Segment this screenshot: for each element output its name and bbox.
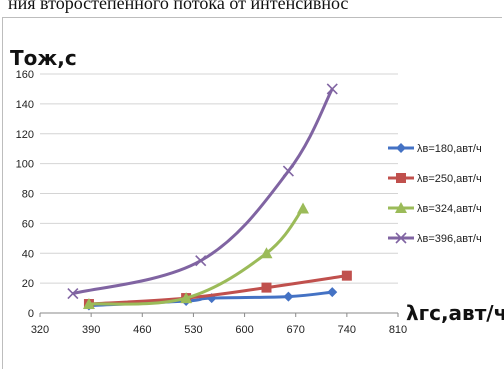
y-tick-label: 140 xyxy=(16,99,34,111)
y-tick-label: 160 xyxy=(16,69,34,81)
data-point xyxy=(260,247,273,259)
legend-label: λв=324,авт/ч xyxy=(417,203,482,215)
marker-stroke xyxy=(395,232,407,244)
data-point xyxy=(261,282,272,293)
legend-label: λв=180,авт/ч xyxy=(417,143,482,155)
x-tick-label: 390 xyxy=(82,324,100,336)
data-point xyxy=(297,202,310,214)
legend-marker xyxy=(395,232,407,244)
data-point xyxy=(82,298,95,310)
x-tick-label: 600 xyxy=(235,324,253,336)
marker-stroke xyxy=(195,255,207,267)
x-tick-label: 530 xyxy=(184,324,202,336)
marker-stroke xyxy=(282,165,294,177)
y-tick-label: 20 xyxy=(22,278,34,290)
series-line-4 xyxy=(72,88,334,296)
data-point xyxy=(283,291,294,302)
series-layer xyxy=(67,83,352,311)
grid-layer xyxy=(40,73,398,314)
marker-stroke xyxy=(67,288,79,300)
y-tick-label: 100 xyxy=(16,159,34,171)
data-point xyxy=(282,165,294,177)
y-axis-title: Тож,с xyxy=(10,46,77,70)
chart-frame xyxy=(2,17,502,369)
data-point xyxy=(326,83,338,95)
top-caption: ния второстепенного потока от интенсивно… xyxy=(8,0,349,13)
x-axis-title: λгс,авт/ч xyxy=(406,301,504,325)
data-point xyxy=(67,288,79,300)
legend-marker xyxy=(396,173,406,183)
data-point xyxy=(195,255,207,267)
legend-layer: λв=180,авт/ч λв=250,авт/ч λв=324,авт/ч λв=3… xyxy=(388,143,482,245)
data-point xyxy=(341,270,352,281)
legend-label: λв=250,авт/ч xyxy=(417,173,482,185)
legend-marker xyxy=(395,202,407,213)
marker-stroke xyxy=(326,83,338,95)
y-tick-label: 120 xyxy=(16,129,34,141)
y-tick-label: 80 xyxy=(22,189,34,201)
x-tick-label: 740 xyxy=(338,324,356,336)
y-tick-label: 40 xyxy=(22,248,34,260)
x-tick-label: 460 xyxy=(133,324,151,336)
y-tick-label: 0 xyxy=(28,308,34,320)
legend-marker xyxy=(396,143,406,153)
data-point xyxy=(327,287,338,298)
x-tick-label: 320 xyxy=(31,324,49,336)
series-line-2 xyxy=(88,274,348,306)
series-line-3 xyxy=(88,207,305,306)
x-tick-label: 670 xyxy=(287,324,305,336)
axis-layer: 0 20 40 60 80 100 120 140 160 320 390 460 530 600 670 7… xyxy=(16,69,408,336)
x-tick-label: 810 xyxy=(389,324,407,336)
y-tick-label: 60 xyxy=(22,218,34,230)
legend-label: λв=396,авт/ч xyxy=(417,233,482,245)
data-point xyxy=(180,292,193,304)
